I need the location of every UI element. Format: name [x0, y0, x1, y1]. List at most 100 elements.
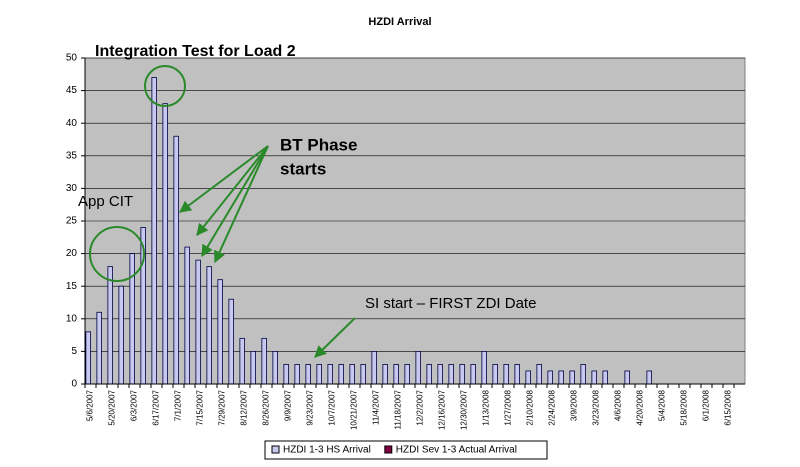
bar: [173, 135, 179, 385]
bar: [294, 364, 300, 385]
bar: [492, 364, 498, 385]
bar: [481, 350, 487, 385]
bar: [338, 364, 344, 385]
y-tick-label: 15: [66, 281, 78, 292]
y-tick-label: 45: [66, 85, 78, 96]
bar: [547, 370, 553, 385]
y-tick-label: 25: [66, 216, 78, 227]
y-tick-label: 50: [66, 53, 78, 64]
y-tick-label: 40: [66, 118, 78, 129]
y-tick-label: 5: [71, 346, 77, 357]
x-tick-label: 10/21/2007: [350, 389, 359, 430]
x-tick-label: 5/20/2007: [108, 389, 117, 425]
bar: [107, 266, 113, 385]
x-tick-label: 2/24/2008: [548, 389, 557, 425]
annotation: App CIT: [78, 193, 133, 210]
bar: [118, 285, 124, 385]
bar: [250, 350, 256, 385]
x-tick-label: 6/3/2007: [130, 389, 139, 421]
bar: [371, 350, 377, 385]
arrow: [201, 145, 269, 258]
x-tick-label: 7/1/2007: [174, 389, 183, 421]
annotation: BT Phase: [280, 135, 357, 154]
callouts: [89, 65, 356, 358]
bar: [459, 364, 465, 385]
x-tick-label: 3/23/2008: [592, 389, 601, 425]
bar: [569, 370, 575, 385]
bar: [415, 350, 421, 385]
x-tick-label: 6/17/2007: [152, 389, 161, 425]
bar: [272, 350, 278, 385]
legend-swatch: [384, 445, 393, 454]
x-tick-label: 12/16/2007: [438, 389, 447, 430]
bar: [217, 279, 223, 385]
bar: [536, 364, 542, 385]
bar: [503, 364, 509, 385]
x-tick-label: 9/9/2007: [284, 389, 293, 421]
bar: [283, 364, 289, 385]
bar: [393, 364, 399, 385]
bar: [437, 364, 443, 385]
x-tick-label: 3/9/2008: [570, 389, 579, 421]
legend-label: HZDI 1-3 HS Arrival: [283, 445, 371, 456]
bar: [129, 253, 135, 385]
x-tick-label: 11/18/2007: [394, 389, 403, 429]
bar: [184, 246, 190, 385]
bar: [85, 331, 91, 385]
y-tick-label: 30: [66, 183, 78, 194]
bar: [316, 364, 322, 385]
x-tick-label: 1/27/2008: [504, 389, 513, 425]
bar: [349, 364, 355, 385]
bar: [602, 370, 608, 385]
x-tick-label: 2/10/2008: [526, 389, 535, 425]
x-tick-label: 5/4/2008: [658, 389, 667, 421]
legend-swatch: [271, 445, 280, 454]
bar: [591, 370, 597, 385]
x-tick-label: 6/15/2008: [724, 389, 733, 425]
legend-label: HZDI Sev 1-3 Actual Arrival: [396, 445, 517, 456]
bar: [305, 364, 311, 385]
bar: [327, 364, 333, 385]
y-tick-label: 10: [66, 313, 78, 324]
chart-title: HZDI Arrival: [368, 16, 431, 28]
x-tick-label: 8/26/2007: [262, 389, 271, 425]
bar: [580, 364, 586, 385]
bar: [646, 370, 652, 385]
bar: [239, 337, 245, 385]
x-tick-label: 11/4/2007: [372, 389, 381, 425]
x-tick-label: 4/20/2008: [636, 389, 645, 425]
legend: [264, 440, 548, 460]
annotation: starts: [280, 159, 326, 178]
bar: [162, 103, 168, 385]
x-tick-label: 8/12/2007: [240, 389, 249, 425]
bar: [470, 364, 476, 385]
arrow: [179, 145, 269, 213]
bar: [404, 364, 410, 385]
bar: [206, 266, 212, 385]
bar: [261, 337, 267, 385]
callout-circle: [89, 226, 145, 282]
arrow: [214, 145, 269, 264]
x-tick-label: 12/2/2007: [416, 389, 425, 425]
annotation: Integration Test for Load 2: [95, 43, 296, 60]
x-tick-label: 7/15/2007: [196, 389, 205, 425]
bar: [151, 77, 157, 385]
x-tick-label: 6/1/2008: [702, 389, 711, 421]
x-tick-label: 9/23/2007: [306, 389, 315, 425]
x-tick-label: 10/7/2007: [328, 389, 337, 425]
x-tick-label: 4/6/2008: [614, 389, 623, 421]
bar: [558, 370, 564, 385]
bar: [624, 370, 630, 385]
bar: [195, 259, 201, 385]
bar: [448, 364, 454, 385]
x-tick-label: 5/18/2008: [680, 389, 689, 425]
bar: [228, 298, 234, 385]
x-tick-label: 12/30/2007: [460, 389, 469, 430]
bar: [96, 311, 102, 385]
bar: [426, 364, 432, 385]
y-tick-label: 20: [66, 248, 78, 259]
x-tick-label: 5/6/2007: [86, 389, 95, 421]
bar: [382, 364, 388, 385]
y-tick-label: 35: [66, 150, 78, 161]
